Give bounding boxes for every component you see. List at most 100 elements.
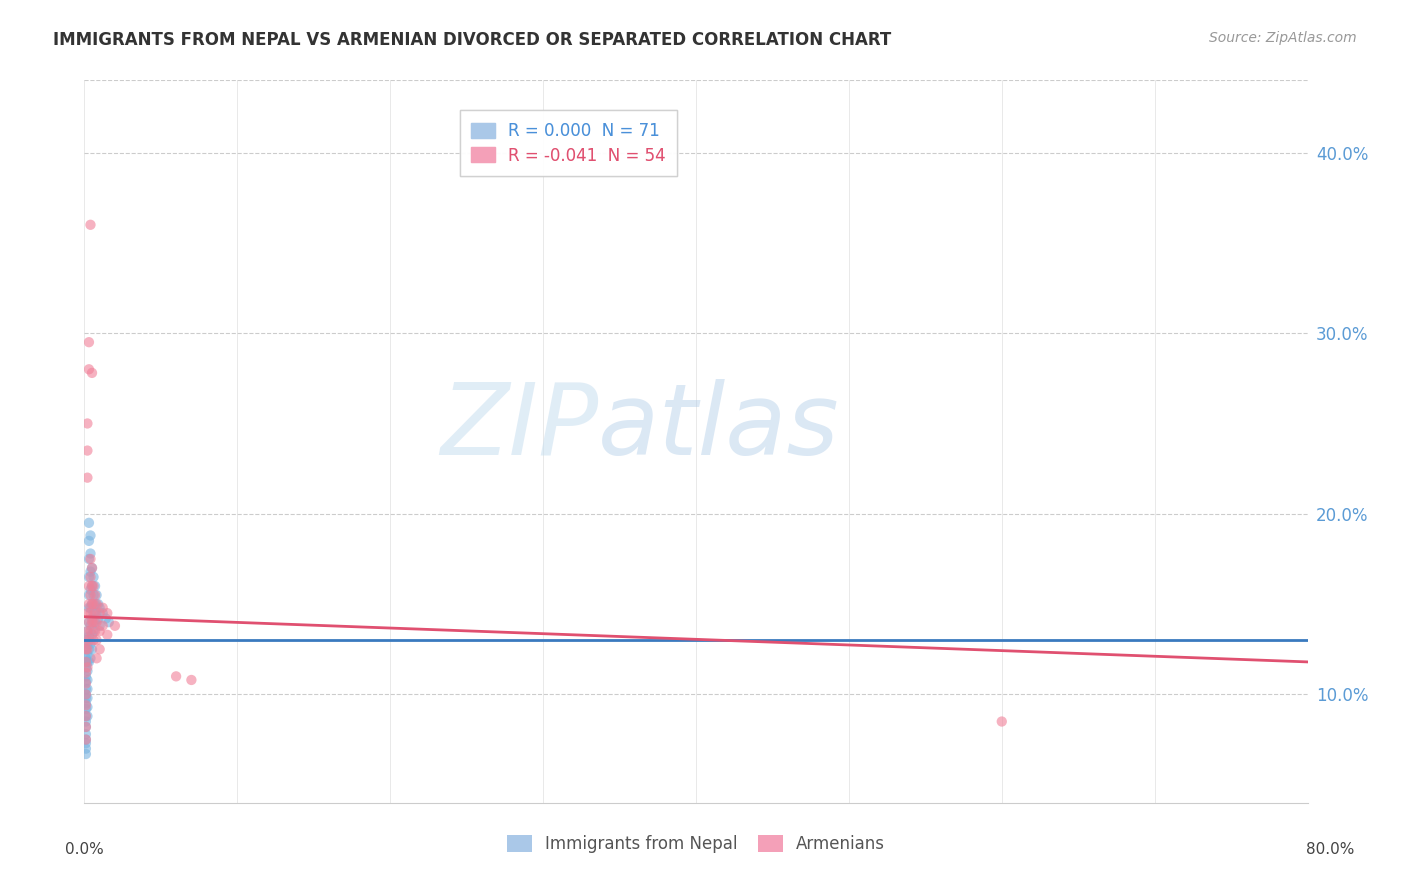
Point — [80, 561, 103, 575]
Point — [76, 660, 98, 674]
Point — [76, 664, 98, 678]
Point — [180, 673, 202, 687]
Point — [76, 606, 98, 620]
Point — [75, 655, 97, 669]
Point — [79, 588, 101, 602]
Point — [83, 597, 105, 611]
Point — [79, 582, 101, 597]
Point — [84, 597, 107, 611]
Point — [75, 687, 97, 701]
Point — [75, 709, 97, 723]
Point — [91, 600, 114, 615]
Point — [89, 624, 111, 639]
Text: ZIP: ZIP — [440, 378, 598, 475]
Point — [96, 628, 118, 642]
Point — [165, 669, 187, 683]
Text: IMMIGRANTS FROM NEPAL VS ARMENIAN DIVORCED OR SEPARATED CORRELATION CHART: IMMIGRANTS FROM NEPAL VS ARMENIAN DIVORC… — [53, 31, 891, 49]
Point — [75, 714, 97, 729]
Point — [79, 624, 101, 639]
Point — [76, 673, 98, 687]
Point — [86, 615, 108, 630]
Point — [87, 597, 110, 611]
Point — [79, 565, 101, 579]
Point — [75, 676, 97, 690]
Point — [104, 619, 127, 633]
Point — [75, 669, 97, 683]
Point — [79, 547, 101, 561]
Point — [75, 642, 97, 657]
Point — [79, 218, 101, 232]
Point — [79, 552, 101, 566]
Point — [77, 362, 100, 376]
Point — [77, 633, 100, 648]
Point — [89, 619, 111, 633]
Point — [86, 588, 108, 602]
Point — [76, 642, 98, 657]
Point — [75, 702, 97, 716]
Point — [75, 633, 97, 648]
Point — [77, 588, 100, 602]
Point — [75, 655, 97, 669]
Point — [75, 732, 97, 747]
Point — [79, 528, 101, 542]
Point — [75, 727, 97, 741]
Point — [76, 417, 98, 431]
Point — [75, 665, 97, 680]
Point — [77, 516, 100, 530]
Point — [75, 720, 97, 734]
Point — [75, 747, 97, 761]
Point — [75, 732, 97, 747]
Text: 80.0%: 80.0% — [1306, 842, 1354, 856]
Point — [76, 624, 98, 639]
Point — [80, 611, 103, 625]
Point — [89, 606, 111, 620]
Point — [80, 366, 103, 380]
Point — [89, 600, 111, 615]
Point — [75, 698, 97, 713]
Point — [77, 600, 100, 615]
Point — [84, 624, 107, 639]
Point — [80, 579, 103, 593]
Point — [77, 615, 100, 630]
Text: atlas: atlas — [598, 378, 839, 475]
Point — [77, 630, 100, 644]
Point — [77, 597, 100, 611]
Point — [76, 691, 98, 706]
Point — [97, 615, 120, 630]
Point — [75, 633, 97, 648]
Point — [77, 579, 100, 593]
Point — [79, 600, 101, 615]
Point — [86, 651, 108, 665]
Point — [96, 606, 118, 620]
Point — [76, 648, 98, 662]
Point — [91, 619, 114, 633]
Point — [79, 570, 101, 584]
Point — [80, 597, 103, 611]
Point — [77, 655, 100, 669]
Point — [83, 606, 105, 620]
Point — [80, 561, 103, 575]
Point — [75, 660, 97, 674]
Point — [83, 615, 105, 630]
Point — [83, 633, 105, 648]
Point — [80, 628, 103, 642]
Point — [991, 714, 1014, 729]
Point — [77, 335, 100, 350]
Point — [75, 720, 97, 734]
Point — [76, 637, 98, 651]
Point — [86, 597, 108, 611]
Point — [75, 697, 97, 711]
Point — [80, 597, 103, 611]
Point — [83, 579, 105, 593]
Point — [87, 611, 110, 625]
Point — [75, 741, 97, 756]
Point — [80, 579, 103, 593]
Point — [94, 611, 117, 625]
Point — [76, 443, 98, 458]
Point — [77, 533, 100, 548]
Point — [83, 570, 105, 584]
Point — [77, 642, 100, 657]
Point — [80, 642, 103, 657]
Point — [76, 709, 98, 723]
Point — [76, 700, 98, 714]
